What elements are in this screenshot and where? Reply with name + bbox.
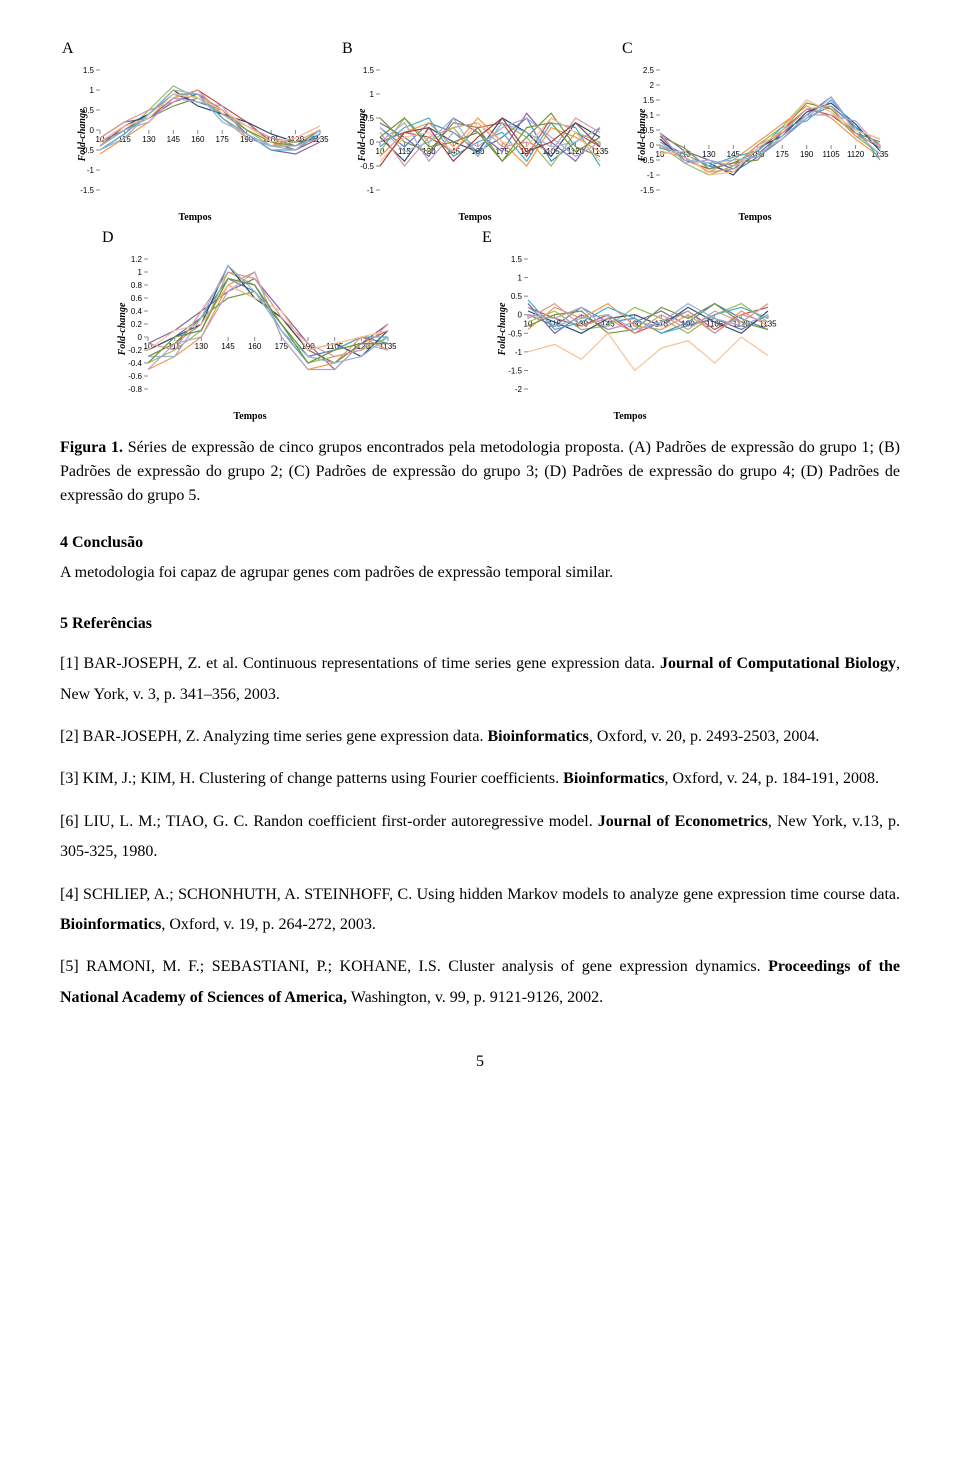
svg-text:2: 2: [650, 81, 655, 90]
chart-d: D-0.8-0.6-0.4-0.200.20.40.60.811.2101151…: [100, 229, 400, 422]
section-conclusion: 4 Conclusão A metodologia foi capaz de a…: [60, 528, 900, 589]
svg-text:1105: 1105: [823, 150, 841, 159]
chart-c: C-1.5-1-0.500.511.522.510115130145160175…: [620, 40, 890, 223]
svg-text:1.5: 1.5: [643, 96, 655, 105]
svg-text:-0.5: -0.5: [360, 162, 374, 171]
svg-text:145: 145: [167, 135, 181, 144]
svg-text:1.5: 1.5: [363, 66, 375, 75]
svg-text:-1: -1: [647, 171, 655, 180]
svg-text:-1.5: -1.5: [508, 366, 522, 375]
page-number: 5: [60, 1053, 900, 1071]
svg-text:-1: -1: [367, 186, 375, 195]
chart-panel-label: A: [62, 40, 330, 58]
svg-text:-0.4: -0.4: [128, 359, 142, 368]
svg-text:-1.5: -1.5: [640, 186, 654, 195]
chart-xlabel: Tempos: [100, 411, 400, 422]
chart-xlabel: Tempos: [340, 212, 610, 223]
svg-text:0: 0: [518, 311, 523, 320]
svg-text:-0.8: -0.8: [128, 385, 142, 394]
svg-text:130: 130: [195, 342, 209, 351]
svg-text:-0.5: -0.5: [508, 329, 522, 338]
svg-text:1.5: 1.5: [83, 66, 95, 75]
svg-text:1: 1: [650, 111, 655, 120]
reference-item: [6] LIU, L. M.; TIAO, G. C. Randon coeff…: [60, 807, 900, 868]
svg-text:145: 145: [727, 150, 741, 159]
chart-a: A-1.5-1-0.500.511.5101151301451601751901…: [60, 40, 330, 223]
svg-text:0: 0: [370, 138, 375, 147]
svg-text:0: 0: [138, 333, 143, 342]
svg-text:1: 1: [138, 268, 143, 277]
svg-text:-0.6: -0.6: [128, 372, 142, 381]
svg-text:160: 160: [248, 342, 262, 351]
svg-text:-1: -1: [515, 348, 523, 357]
charts-row-2: D-0.8-0.6-0.4-0.200.20.40.60.811.2101151…: [100, 229, 900, 422]
svg-text:190: 190: [800, 150, 814, 159]
svg-text:0: 0: [90, 126, 95, 135]
chart-panel-label: B: [342, 40, 610, 58]
chart-box: -1-0.500.511.510115130145160175190110511…: [340, 60, 610, 210]
chart-panel-label: C: [622, 40, 890, 58]
svg-text:0.4: 0.4: [131, 307, 143, 316]
section-4-body: A metodologia foi capaz de agrupar genes…: [60, 558, 900, 588]
reference-item: [3] KIM, J.; KIM, H. Clustering of chang…: [60, 764, 900, 794]
figure-caption: Figura 1. Séries de expressão de cinco g…: [60, 436, 900, 508]
svg-text:-0.2: -0.2: [128, 346, 142, 355]
svg-text:2.5: 2.5: [643, 66, 655, 75]
charts-row-1: A-1.5-1-0.500.511.5101151301451601751901…: [60, 40, 900, 223]
svg-text:0: 0: [650, 141, 655, 150]
chart-ylabel: Fold-change: [497, 303, 508, 356]
svg-text:1: 1: [518, 274, 523, 283]
section-5-heading: 5 Referências: [60, 609, 900, 639]
svg-text:130: 130: [142, 135, 156, 144]
svg-text:0.2: 0.2: [131, 320, 143, 329]
svg-text:1: 1: [370, 90, 375, 99]
chart-box: -0.8-0.6-0.4-0.200.20.40.60.811.21011513…: [100, 249, 400, 409]
chart-ylabel: Fold-change: [77, 109, 88, 162]
svg-text:-1: -1: [87, 166, 95, 175]
svg-text:130: 130: [702, 150, 716, 159]
svg-text:0.5: 0.5: [511, 292, 523, 301]
svg-text:175: 175: [216, 135, 230, 144]
section-4-heading: 4 Conclusão: [60, 528, 900, 558]
chart-ylabel: Fold-change: [637, 109, 648, 162]
reference-item: [2] BAR-JOSEPH, Z. Analyzing time series…: [60, 722, 900, 752]
svg-text:-2: -2: [515, 385, 523, 394]
svg-text:160: 160: [191, 135, 205, 144]
svg-text:-1.5: -1.5: [80, 186, 94, 195]
chart-panel-label: D: [102, 229, 400, 247]
section-references: 5 Referências [1] BAR-JOSEPH, Z. et al. …: [60, 609, 900, 1013]
svg-text:175: 175: [776, 150, 790, 159]
chart-b: B-1-0.500.511.51011513014516017519011051…: [340, 40, 610, 223]
chart-panel-label: E: [482, 229, 780, 247]
svg-text:145: 145: [221, 342, 235, 351]
chart-xlabel: Tempos: [620, 212, 890, 223]
chart-box: -1.5-1-0.500.511.522.5101151301451601751…: [620, 60, 890, 210]
chart-box: -2-1.5-1-0.500.511.510115130145160175190…: [480, 249, 780, 409]
svg-text:1: 1: [90, 86, 95, 95]
chart-ylabel: Fold-change: [357, 109, 368, 162]
chart-xlabel: Tempos: [60, 212, 330, 223]
svg-text:0.8: 0.8: [131, 281, 143, 290]
figure-caption-lead: Figura 1.: [60, 439, 123, 456]
chart-box: -1.5-1-0.500.511.51011513014516017519011…: [60, 60, 330, 210]
reference-item: [1] BAR-JOSEPH, Z. et al. Continuous rep…: [60, 649, 900, 710]
chart-ylabel: Fold-change: [117, 303, 128, 356]
svg-text:1120: 1120: [847, 150, 865, 159]
svg-text:1.2: 1.2: [131, 255, 143, 264]
svg-text:0.6: 0.6: [131, 294, 143, 303]
chart-xlabel: Tempos: [480, 411, 780, 422]
reference-item: [5] RAMONI, M. F.; SEBASTIANI, P.; KOHAN…: [60, 952, 900, 1013]
reference-item: [4] SCHLIEP, A.; SCHONHUTH, A. STEINHOFF…: [60, 880, 900, 941]
chart-e: E-2-1.5-1-0.500.511.51011513014516017519…: [480, 229, 780, 422]
svg-text:1.5: 1.5: [511, 255, 523, 264]
figure-caption-body: Séries de expressão de cinco grupos enco…: [60, 439, 900, 504]
